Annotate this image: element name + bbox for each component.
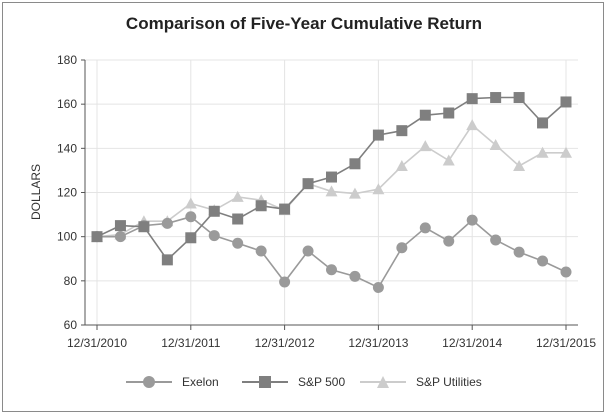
data-point-s-p-500 (185, 232, 197, 244)
data-point-exelon (255, 245, 267, 257)
data-point-s-p-utilities (560, 146, 572, 158)
square-marker-icon (259, 376, 271, 388)
data-point-s-p-500 (279, 203, 291, 215)
data-point-exelon (419, 222, 431, 234)
y-tick-label: 160 (57, 97, 77, 111)
data-point-s-p-500 (490, 92, 502, 104)
data-point-exelon (443, 235, 455, 247)
data-point-s-p-500 (161, 254, 173, 266)
y-tick-label: 80 (64, 274, 78, 288)
legend-item-sp-utilities: S&P Utilities (360, 372, 482, 392)
y-tick-label: 100 (57, 230, 77, 244)
data-point-s-p-500 (466, 93, 478, 105)
data-point-s-p-500 (349, 158, 361, 170)
circle-marker-icon (143, 376, 155, 388)
data-point-exelon (232, 237, 244, 249)
data-point-s-p-utilities (231, 190, 244, 202)
data-point-s-p-utilities (184, 197, 197, 209)
legend-label-sp500: S&P 500 (298, 375, 346, 389)
data-point-s-p-utilities (513, 160, 526, 171)
data-point-s-p-500 (372, 129, 384, 141)
data-point-exelon (114, 231, 126, 243)
y-tick-label: 180 (57, 53, 77, 67)
legend-label-sp-utilities: S&P Utilities (416, 375, 482, 389)
data-point-s-p-utilities (325, 185, 338, 197)
data-point-s-p-utilities (372, 183, 385, 195)
data-point-s-p-500 (396, 125, 408, 137)
data-point-exelon (161, 217, 173, 229)
x-tick-label: 12/31/2013 (348, 336, 408, 350)
data-point-s-p-500 (255, 200, 267, 212)
legend-label-exelon: Exelon (182, 375, 219, 389)
data-point-s-p-500 (208, 205, 220, 217)
legend-item-exelon: Exelon (126, 372, 219, 392)
data-point-s-p-500 (302, 178, 314, 190)
x-tick-label: 12/31/2011 (161, 336, 220, 350)
legend-symbol-sp-utilities (360, 372, 406, 392)
data-point-exelon (560, 266, 572, 278)
data-point-s-p-500 (138, 221, 150, 233)
x-tick-label: 12/31/2015 (536, 336, 596, 350)
legend: Exelon S&P 500 S&P Utilities (0, 372, 608, 392)
data-point-exelon (185, 211, 197, 223)
data-point-exelon (372, 281, 384, 293)
data-point-exelon (396, 242, 408, 254)
triangle-marker-icon (377, 376, 389, 388)
chart-frame (2, 2, 604, 412)
data-point-s-p-500 (560, 96, 572, 108)
data-point-s-p-500 (443, 107, 455, 119)
y-tick-label: 120 (57, 186, 77, 200)
data-point-exelon (537, 255, 549, 267)
data-point-exelon (490, 234, 502, 246)
data-point-s-p-500 (91, 231, 103, 243)
data-point-s-p-utilities (395, 160, 408, 171)
data-point-exelon (513, 246, 525, 258)
data-point-exelon (302, 245, 314, 257)
data-point-s-p-utilities (466, 119, 479, 131)
legend-item-sp500: S&P 500 (242, 372, 345, 392)
x-tick-label: 12/31/2014 (442, 336, 502, 350)
chart-title: Comparison of Five-Year Cumulative Retur… (125, 14, 483, 33)
data-point-exelon (279, 276, 291, 288)
data-point-s-p-utilities (442, 154, 455, 166)
data-point-s-p-500 (232, 213, 244, 225)
data-point-s-p-utilities (536, 146, 549, 158)
x-tick-label: 12/31/2012 (255, 336, 315, 350)
data-point-s-p-utilities (489, 139, 502, 151)
x-tick-label: 12/31/2010 (67, 336, 127, 350)
y-tick-label: 140 (57, 141, 77, 155)
data-point-s-p-500 (537, 117, 549, 129)
data-point-s-p-500 (326, 171, 337, 183)
legend-symbol-sp500 (242, 372, 288, 392)
data-point-exelon (326, 264, 337, 276)
data-point-exelon (466, 214, 478, 226)
data-point-s-p-500 (114, 220, 126, 232)
data-point-exelon (208, 230, 220, 242)
data-point-s-p-500 (513, 92, 525, 104)
data-point-exelon (349, 270, 361, 282)
data-point-s-p-500 (419, 109, 431, 121)
legend-symbol-exelon (126, 372, 172, 392)
y-tick-label: 60 (64, 318, 78, 332)
data-point-s-p-utilities (419, 140, 432, 152)
data-point-s-p-utilities (348, 187, 361, 199)
